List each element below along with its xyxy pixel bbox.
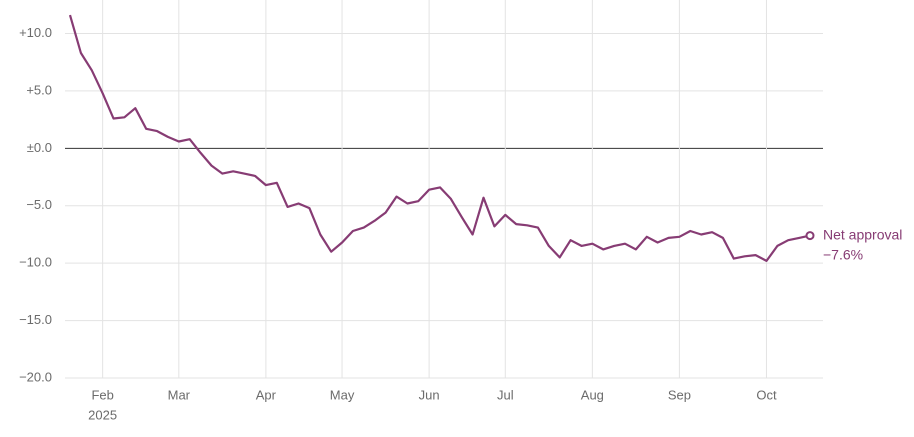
y-tick-label: −10.0 <box>19 255 52 270</box>
x-tick-label: May <box>330 387 355 402</box>
data-line <box>68 14 811 262</box>
y-tick-label: −15.0 <box>19 312 52 327</box>
y-tick-label: +10.0 <box>19 25 52 40</box>
x-tick-label: Oct <box>756 387 777 402</box>
x-tick-label: Apr <box>256 387 277 402</box>
legend-label: Net approval <box>823 226 902 242</box>
y-tick-label: ±0.0 <box>27 140 52 155</box>
x-tick-label: Aug <box>581 387 604 402</box>
end-point <box>805 231 815 241</box>
x-tick-label: Feb <box>91 387 113 402</box>
y-tick-label: +5.0 <box>26 82 52 97</box>
x-tick-label: Jun <box>419 387 440 402</box>
value-label: −7.6% <box>823 246 863 262</box>
x-tick-label: Mar <box>168 387 191 402</box>
x-tick-label: Sep <box>668 387 691 402</box>
y-tick-label: −20.0 <box>19 369 52 384</box>
x-year-label: 2025 <box>88 407 117 422</box>
x-tick-label: Jul <box>497 387 514 402</box>
y-tick-label: −5.0 <box>26 197 52 212</box>
